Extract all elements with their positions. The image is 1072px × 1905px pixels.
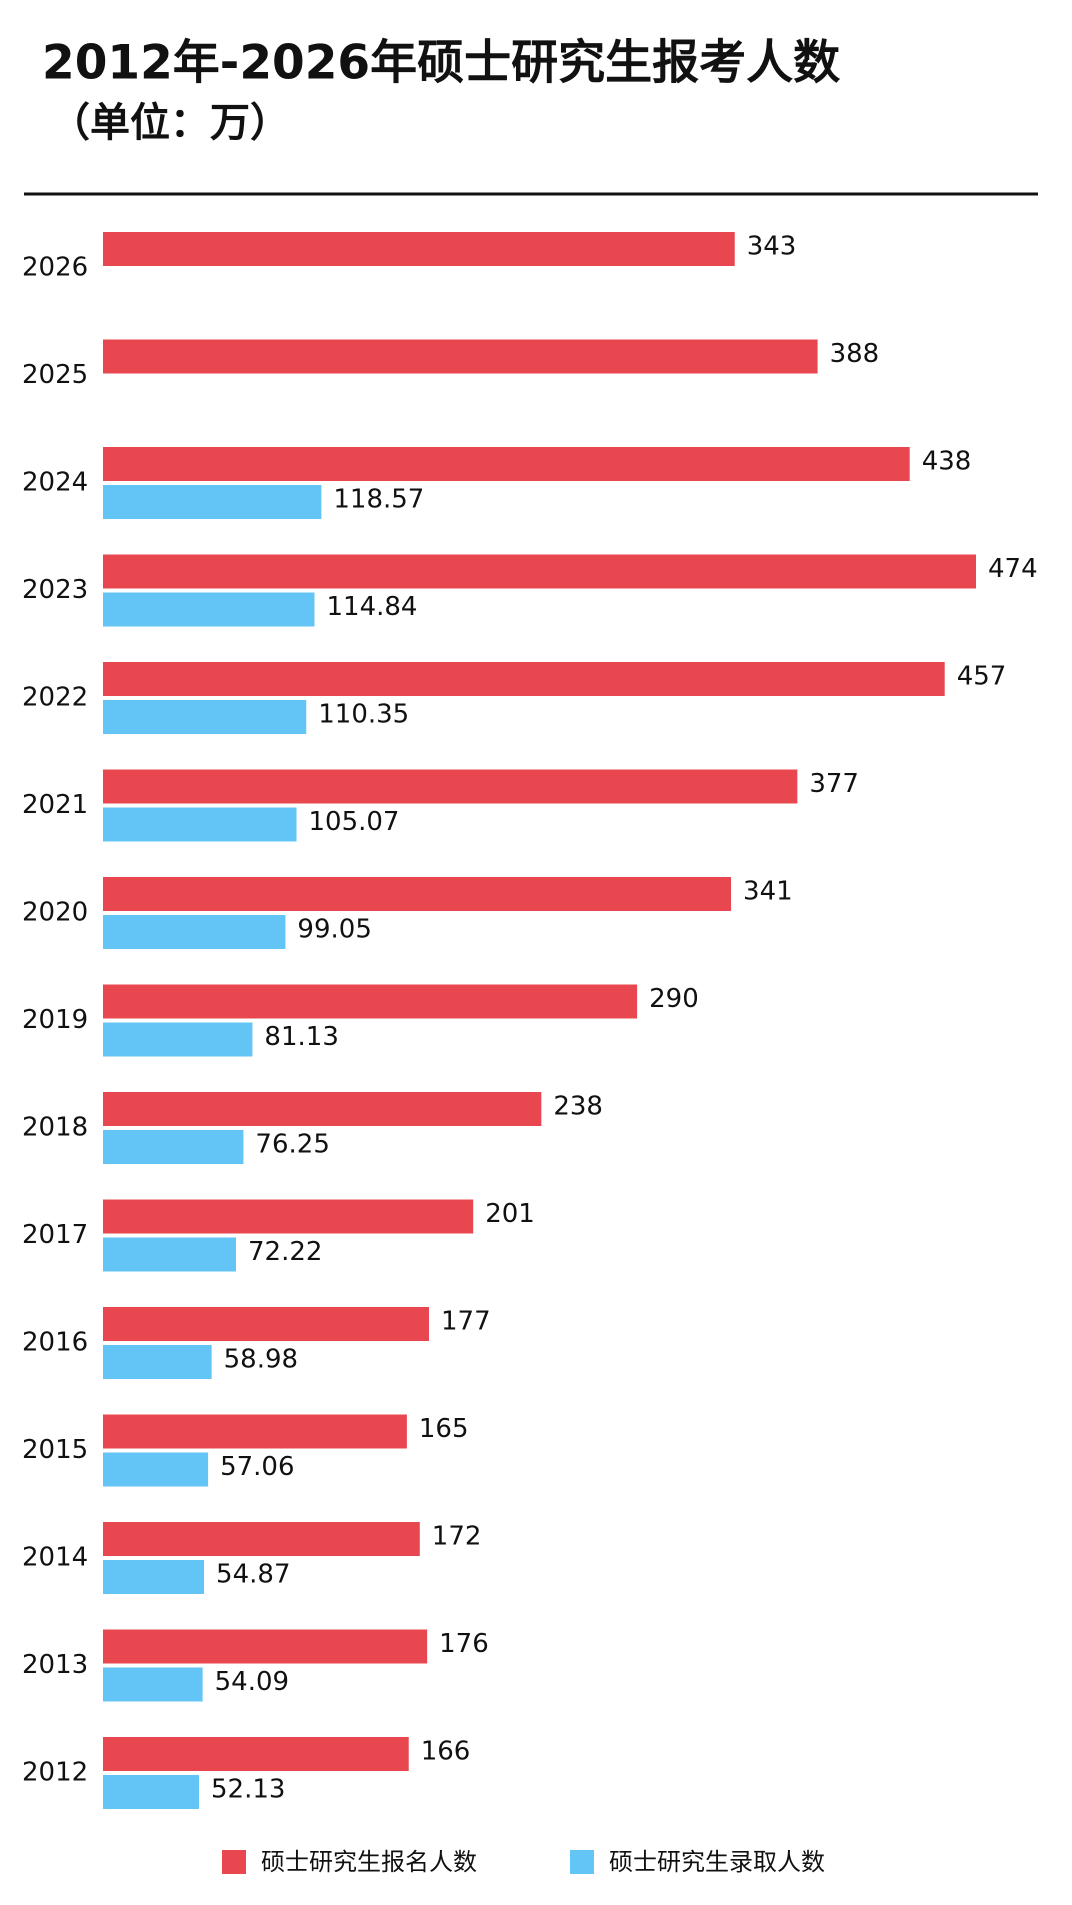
y-tick-label: 2023: [22, 575, 88, 605]
bar: [103, 1307, 429, 1341]
legend-swatch: [570, 1850, 594, 1874]
value-label: 58.98: [224, 1345, 298, 1375]
bar: [103, 1022, 253, 1057]
bar: [103, 592, 315, 627]
bar: [103, 769, 798, 804]
value-label: 57.06: [220, 1452, 294, 1482]
y-tick-label: 2020: [22, 898, 88, 928]
value-label: 52.13: [211, 1775, 285, 1805]
bar: [103, 1130, 244, 1164]
value-label: 438: [922, 447, 972, 477]
bar: [103, 984, 638, 1019]
y-tick-label: 2012: [22, 1758, 88, 1788]
y-tick-label: 2021: [22, 790, 88, 820]
value-label: 238: [553, 1092, 603, 1122]
y-tick-label: 2022: [22, 683, 88, 713]
bar: [103, 485, 322, 519]
bar: [103, 1737, 409, 1771]
value-label: 176: [439, 1629, 489, 1659]
value-label: 81.13: [264, 1022, 338, 1052]
y-tick-label: 2013: [22, 1650, 88, 1680]
bar: [103, 662, 945, 696]
y-tick-label: 2014: [22, 1543, 88, 1573]
bar: [103, 1560, 205, 1594]
value-label: 343: [747, 232, 797, 262]
bar: [103, 554, 976, 589]
bar: [103, 1345, 212, 1379]
bar: [103, 1237, 237, 1272]
bar: [103, 1775, 200, 1809]
value-label: 99.05: [297, 915, 371, 945]
value-label: 76.25: [255, 1130, 329, 1160]
bar: [103, 1629, 428, 1664]
bar: [103, 877, 732, 911]
value-label: 118.57: [333, 485, 424, 515]
value-label: 72.22: [248, 1237, 322, 1267]
value-label: 172: [432, 1522, 482, 1552]
bar: [103, 915, 286, 949]
bar: [103, 1092, 542, 1126]
value-label: 457: [957, 662, 1007, 692]
bar: [103, 447, 910, 481]
y-tick-label: 2024: [22, 468, 88, 498]
bar: [103, 1522, 420, 1556]
value-label: 114.84: [327, 592, 418, 622]
value-label: 54.87: [216, 1560, 290, 1590]
legend-label: 硕士研究生报名人数: [261, 1848, 477, 1876]
bar: [103, 1414, 407, 1449]
bar: [103, 1667, 203, 1702]
bar: [103, 1452, 209, 1487]
value-label: 201: [485, 1199, 535, 1229]
value-label: 54.09: [215, 1667, 289, 1697]
bar: [103, 700, 307, 734]
legend-swatch: [222, 1850, 246, 1874]
value-label: 110.35: [318, 700, 409, 730]
legend-label: 硕士研究生录取人数: [609, 1848, 825, 1876]
y-tick-label: 2015: [22, 1435, 88, 1465]
y-tick-label: 2026: [22, 253, 88, 283]
value-label: 105.07: [309, 807, 400, 837]
chart-title: 2012年-2026年硕士研究生报考人数: [42, 36, 840, 91]
y-tick-label: 2019: [22, 1005, 88, 1035]
bar: [103, 232, 735, 266]
value-label: 166: [421, 1737, 471, 1767]
value-label: 165: [419, 1414, 469, 1444]
value-label: 474: [988, 554, 1038, 584]
y-tick-label: 2016: [22, 1328, 88, 1358]
y-tick-label: 2025: [22, 360, 88, 390]
y-tick-label: 2017: [22, 1220, 88, 1250]
value-label: 388: [830, 339, 880, 369]
value-label: 177: [441, 1307, 491, 1337]
chart-subtitle: （单位：万）: [50, 100, 290, 146]
bar: [103, 339, 818, 374]
value-label: 341: [743, 877, 793, 907]
bar: [103, 807, 297, 842]
value-label: 290: [649, 984, 699, 1014]
y-tick-label: 2018: [22, 1113, 88, 1143]
value-label: 377: [809, 769, 859, 799]
bar: [103, 1199, 474, 1234]
